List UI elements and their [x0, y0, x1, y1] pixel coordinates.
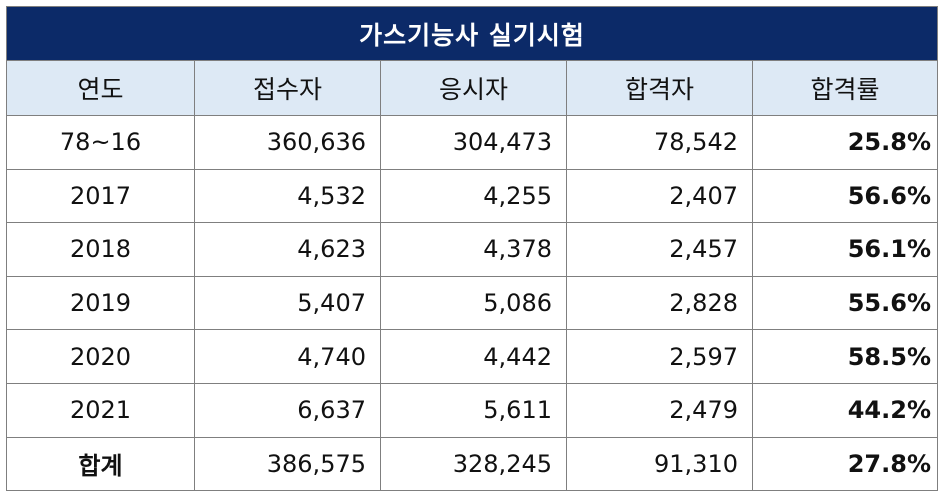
examinees-cell: 4,442: [380, 329, 567, 384]
passers-cell: 2,828: [566, 275, 753, 331]
total-examinees-cell: 328,245: [380, 436, 567, 492]
year-cell: 2021: [6, 382, 195, 438]
year-cell: 2018: [6, 222, 195, 277]
header-examinees: 응시자: [380, 60, 567, 116]
total-pass-rate-cell: 27.8%: [752, 436, 938, 492]
applicants-cell: 6,637: [194, 382, 381, 438]
table-row: 2019 5,407 5,086 2,828 55.6%: [6, 275, 938, 331]
header-applicants: 접수자: [194, 60, 381, 116]
examinees-cell: 4,378: [380, 222, 567, 277]
year-cell: 2020: [6, 329, 195, 384]
header-passers: 합격자: [566, 60, 753, 116]
year-cell: 2019: [6, 275, 195, 331]
passers-cell: 2,407: [566, 168, 753, 224]
exam-statistics-table: 가스기능사 실기시험 연도 접수자 응시자 합격자 합격률 78~16 360,…: [6, 6, 938, 492]
title-row: 가스기능사 실기시험: [6, 6, 938, 61]
examinees-cell: 304,473: [380, 115, 567, 170]
applicants-cell: 4,740: [194, 329, 381, 384]
examinees-cell: 5,611: [380, 382, 567, 438]
pass-rate-cell: 44.2%: [752, 382, 938, 438]
total-row: 합계 386,575 328,245 91,310 27.8%: [6, 436, 938, 492]
examinees-cell: 4,255: [380, 168, 567, 224]
year-cell: 2017: [6, 168, 195, 224]
applicants-cell: 4,623: [194, 222, 381, 277]
applicants-cell: 360,636: [194, 115, 381, 170]
table-title: 가스기능사 실기시험: [6, 6, 938, 61]
pass-rate-cell: 25.8%: [752, 115, 938, 170]
passers-cell: 2,479: [566, 382, 753, 438]
total-passers-cell: 91,310: [566, 436, 753, 492]
passers-cell: 78,542: [566, 115, 753, 170]
pass-rate-cell: 56.6%: [752, 168, 938, 224]
table-row: 2020 4,740 4,442 2,597 58.5%: [6, 329, 938, 384]
table-row: 2021 6,637 5,611 2,479 44.2%: [6, 382, 938, 438]
total-label-cell: 합계: [6, 436, 195, 492]
pass-rate-cell: 55.6%: [752, 275, 938, 331]
table-row: 78~16 360,636 304,473 78,542 25.8%: [6, 115, 938, 170]
year-cell: 78~16: [6, 115, 195, 170]
applicants-cell: 5,407: [194, 275, 381, 331]
examinees-cell: 5,086: [380, 275, 567, 331]
header-pass-rate: 합격률: [752, 60, 938, 116]
exam-statistics-table-container: 가스기능사 실기시험 연도 접수자 응시자 합격자 합격률 78~16 360,…: [6, 6, 938, 492]
total-applicants-cell: 386,575: [194, 436, 381, 492]
passers-cell: 2,597: [566, 329, 753, 384]
pass-rate-cell: 58.5%: [752, 329, 938, 384]
applicants-cell: 4,532: [194, 168, 381, 224]
pass-rate-cell: 56.1%: [752, 222, 938, 277]
table-row: 2017 4,532 4,255 2,407 56.6%: [6, 168, 938, 224]
header-row: 연도 접수자 응시자 합격자 합격률: [6, 60, 938, 116]
table-row: 2018 4,623 4,378 2,457 56.1%: [6, 222, 938, 277]
header-year: 연도: [6, 60, 195, 116]
passers-cell: 2,457: [566, 222, 753, 277]
